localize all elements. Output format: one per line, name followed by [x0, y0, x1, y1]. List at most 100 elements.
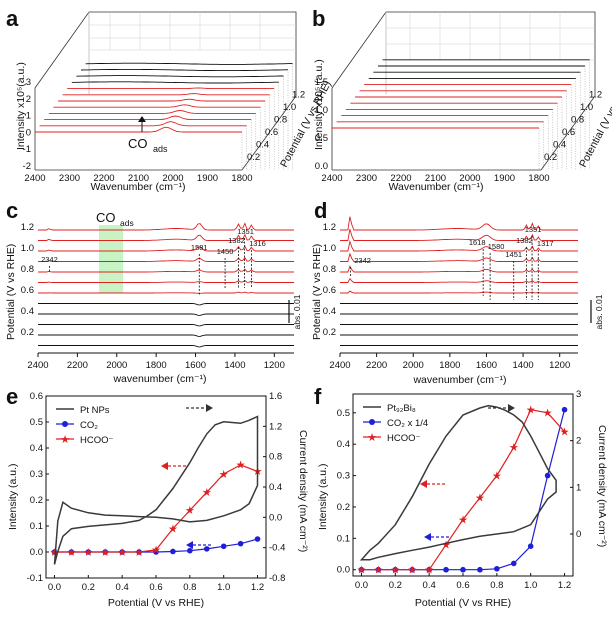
b-xtick-3: 2100 [425, 173, 446, 184]
f-xtick-3: 0.6 [456, 580, 469, 591]
panel-a-co-annotation: CO ads [128, 116, 168, 154]
e-series-0-point-11 [237, 540, 244, 547]
c-trace-6 [38, 291, 294, 294]
a-xtick-1: 2300 [59, 173, 80, 184]
e-xtick-3: 0.6 [149, 582, 162, 593]
panel-e-xticks: 0.0 0.2 0.4 0.6 0.8 1.0 1.2 [48, 575, 264, 593]
e-xtick-4: 0.8 [183, 582, 196, 593]
panel-d-scale-label: abs. 0.01 [594, 294, 604, 329]
panel-d-xlabel: wavenumber (cm⁻¹) [412, 374, 506, 386]
legend-e-co2: CO₂ [80, 420, 98, 431]
co-ads-highlight [99, 225, 123, 293]
b-ztick-1: 0.4 [553, 140, 566, 151]
c-xtick-0: 2400 [27, 360, 48, 371]
b-ytick-1: 0.5 [315, 133, 328, 144]
f-ytick-left-1: 0.1 [337, 533, 350, 544]
legend-f-hcoo-marker: ★ [367, 432, 377, 444]
d-peak-label-2: 1580 [488, 242, 505, 251]
d-trace-5 [340, 277, 578, 283]
e-ytick-left-6: 0.5 [30, 417, 43, 428]
c-peak-label-4: 1351 [237, 227, 254, 236]
d-peak-label-3: 1451 [505, 250, 522, 259]
e-series-0-point-8 [187, 547, 193, 554]
a-ytick-1: -1 [23, 144, 31, 155]
panel-a-yticks: -2 -1 0 1 2 3 [23, 77, 31, 172]
b-ytick-3: 1.5 [315, 77, 328, 88]
panel-a-grid [89, 12, 296, 51]
c-trace-9 [38, 324, 294, 327]
f-series-1-point-7: ★ [475, 492, 485, 504]
panel-f-ylabel-left: Intensity (a.u.) [317, 463, 329, 530]
c-trace-8 [38, 313, 294, 316]
panel-e-legend: Pt NPs CO₂ ★ HCOO⁻ [56, 405, 114, 446]
a-ztick-2: 0.6 [265, 127, 278, 138]
d-xtick-6: 1200 [549, 360, 570, 371]
f-xtick-5: 1.0 [524, 580, 537, 591]
panel-e-ylabel-left: Intensity (a.u.) [7, 463, 19, 530]
e-ytick-left-0: -0.1 [27, 573, 43, 584]
a-spectrum-10 [80, 68, 288, 72]
c-ytick-4: 1.0 [21, 243, 34, 254]
panel-f-xticks: 0.0 0.2 0.4 0.6 0.8 1.0 1.2 [355, 573, 571, 591]
e-series-1 [54, 464, 258, 553]
panel-d-ylabel: Potential (V vs RHE) [311, 244, 323, 340]
e-series-1-point-2: ★ [83, 547, 93, 559]
panel-a-xticks: 2400 2300 2200 2100 2000 1900 1800 [24, 173, 252, 184]
panel-b-grid [386, 12, 595, 61]
a-ytick-0: -2 [23, 161, 31, 172]
e-ytick-left-3: 0.2 [30, 495, 43, 506]
f-ytick-right-0: 0 [576, 529, 581, 540]
c-trace-7 [38, 303, 294, 306]
a-spectrum-1 [39, 121, 247, 127]
e-ytick-left-2: 0.1 [30, 521, 43, 532]
f-xtick-0: 0.0 [355, 580, 368, 591]
d-peak-label-6: 1317 [537, 239, 554, 248]
f-ytick-left-2: 0.2 [337, 502, 350, 513]
c-ytick-5: 1.2 [21, 222, 34, 233]
f-series-0-point-12 [561, 406, 568, 413]
panel-c-xlabel: wavenumber (cm⁻¹) [112, 373, 206, 385]
d-peak-label-0: 2342 [354, 256, 371, 265]
c-trace-10 [38, 334, 294, 337]
f-series-1-point-11: ★ [543, 408, 553, 420]
f-xtick-6: 1.2 [558, 580, 571, 591]
panel-c: c CO ads 2400 2200 2000 1800 1600 1400 1200 wa… [5, 198, 302, 385]
e-ytick-right-3: 0.4 [269, 482, 282, 493]
e-xtick-0: 0.0 [48, 582, 61, 593]
a-xtick-6: 1800 [231, 173, 252, 184]
f-series-1-point-1: ★ [373, 565, 383, 577]
c-xtick-2: 2000 [106, 360, 127, 371]
c-peak-label-3: 1382 [228, 236, 245, 245]
b-ztick-0: 0.2 [544, 152, 557, 163]
f-series-1-point-8: ★ [492, 470, 502, 482]
a-ztick-1: 0.4 [256, 140, 269, 151]
d-trace-4 [340, 265, 578, 273]
e-ytick-left-7: 0.6 [30, 391, 43, 402]
e-xtick-5: 1.0 [217, 582, 230, 593]
panel-e-ylabel-right: Current density (mA cm⁻²) [297, 430, 309, 552]
legend-e-co2-marker [62, 421, 68, 427]
panel-c-yticks: 0.2 0.4 0.6 0.8 1.0 1.2 [21, 222, 34, 338]
a-spectrum-11 [85, 62, 293, 65]
panel-f-ylabel-right: Current density (mA cm⁻²) [596, 425, 608, 547]
e-ytick-left-5: 0.4 [30, 443, 43, 454]
d-trace-0 [340, 216, 578, 231]
b-ztick-4: 1.0 [580, 102, 593, 113]
d-xtick-0: 2400 [329, 360, 350, 371]
panel-d-yticks: 0.2 0.4 0.6 0.8 1.0 1.2 [323, 222, 336, 338]
e-series-0-point-9 [203, 546, 210, 552]
panel-a-xlabel: Wavenumber (cm⁻¹) [91, 181, 186, 193]
a-ytick-2: 0 [26, 127, 31, 138]
f-series-0-point-11 [544, 472, 551, 479]
a-spectrum-0 [35, 126, 242, 133]
d-ytick-5: 1.2 [323, 222, 336, 233]
c-xtick-6: 1200 [264, 360, 285, 371]
b-xtick-0: 2400 [321, 173, 342, 184]
co-ads-label: CO [128, 136, 148, 151]
c-trace-5 [38, 280, 294, 283]
panel-c-xticks: 2400 2200 2000 1800 1600 1400 1200 [27, 353, 285, 371]
f-ytick-left-5: 0.5 [337, 408, 350, 419]
d-trace-2 [340, 239, 578, 252]
d-ytick-3: 0.8 [323, 264, 336, 275]
